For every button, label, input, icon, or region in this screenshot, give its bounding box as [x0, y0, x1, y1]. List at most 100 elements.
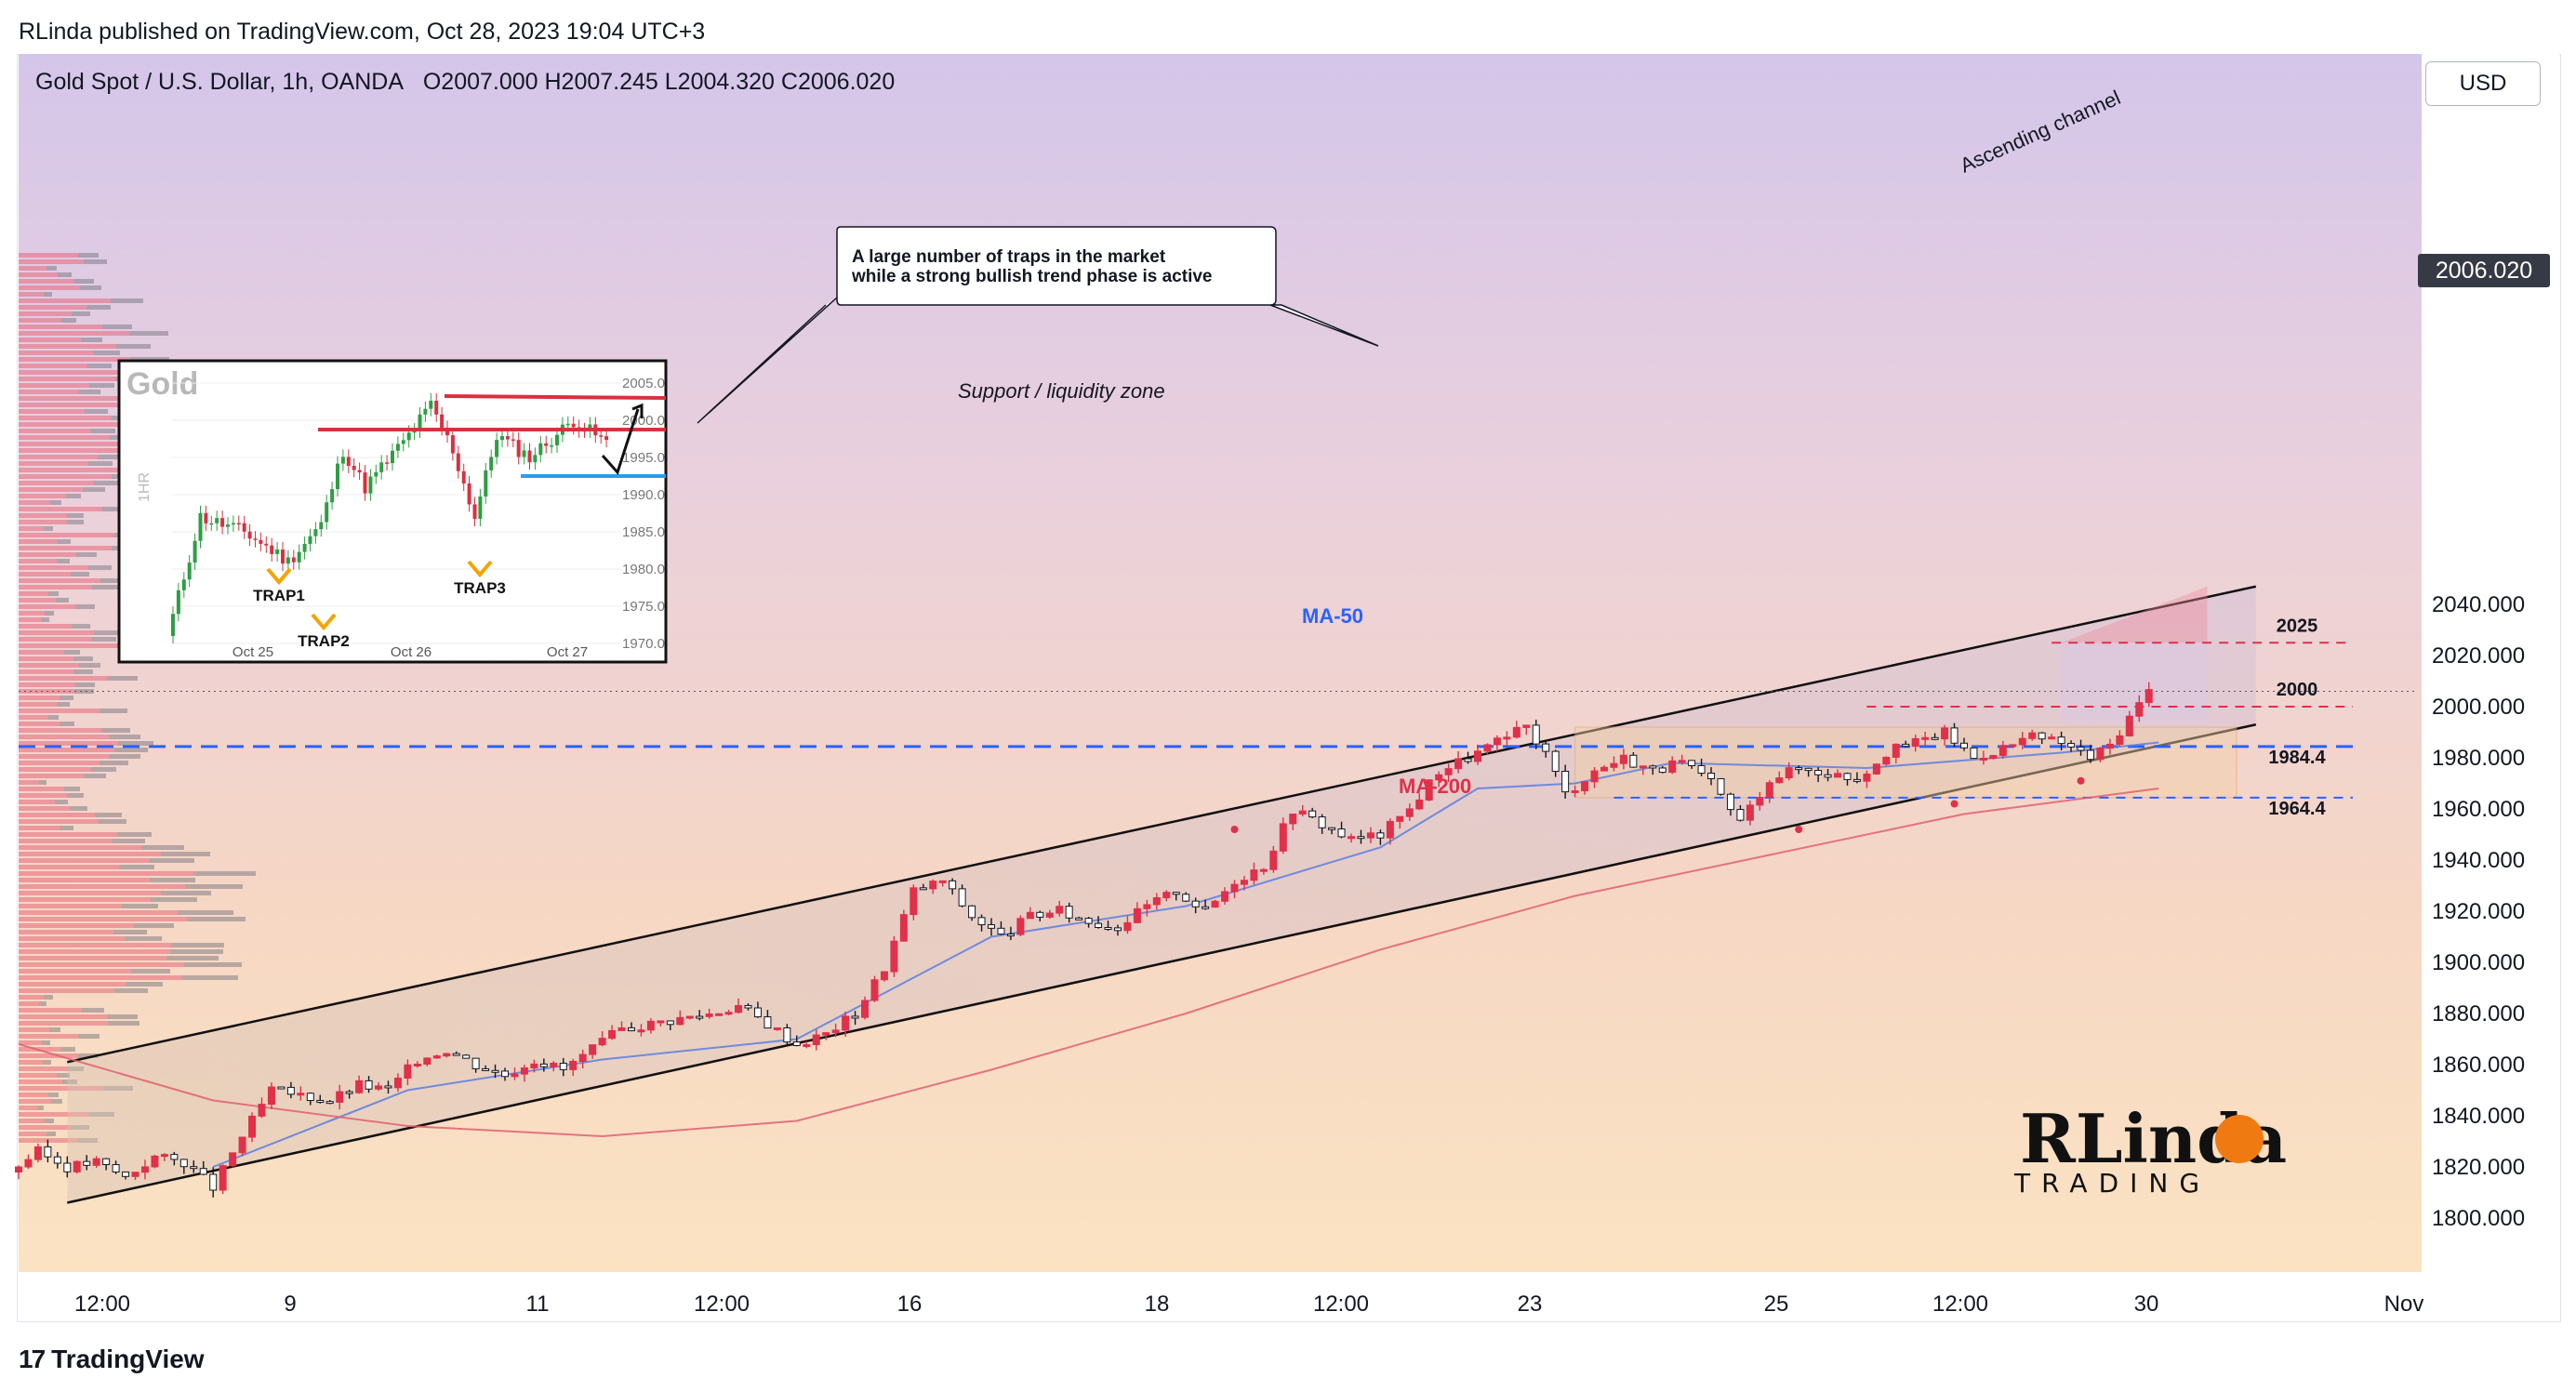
candles: [15, 682, 2153, 1198]
volume-profile-bar: [39, 1001, 46, 1006]
inset-candle-body: [461, 470, 466, 484]
inset-frame: [117, 359, 668, 664]
candle-body: [102, 1158, 111, 1166]
volume-profile-bar: [19, 435, 110, 440]
volume-profile-bar: [84, 259, 107, 264]
candle-body: [530, 1063, 538, 1069]
tradingview-logo[interactable]: 17 TradingView: [19, 1345, 205, 1374]
candle-body: [1950, 727, 1959, 744]
volume-profile-bar: [113, 930, 147, 934]
volume-profile-bar: [113, 839, 145, 843]
volume-profile-bar: [19, 949, 170, 954]
inset-candle-body: [379, 462, 384, 472]
volume-profile-bar: [19, 279, 74, 284]
volume-profile-bar: [19, 442, 121, 446]
candle-body: [753, 1007, 762, 1018]
candle-body: [63, 1162, 72, 1172]
volume-profile-bar: [82, 1008, 104, 1013]
candle-body: [1415, 799, 1424, 810]
candle-body: [1435, 774, 1443, 781]
trap-label: TRAP2: [298, 632, 350, 650]
candle-body: [267, 1086, 275, 1106]
candle-body: [1512, 726, 1520, 738]
watermark-sub: TRADING: [2013, 1168, 2211, 1199]
candle-body: [1464, 758, 1472, 762]
volume-profile-bar: [19, 722, 60, 726]
volume-profile-bar: [94, 630, 120, 635]
currency-selector[interactable]: USD: [2425, 61, 2541, 106]
inset-xtick-label: Oct 27: [547, 644, 588, 660]
volume-profile-bar: [89, 383, 114, 388]
target-triangle: [2061, 586, 2208, 643]
candle-body: [1289, 813, 1297, 825]
inset-tick-label: 1970.0: [622, 636, 665, 652]
volume-profile-bar: [19, 858, 149, 863]
candle-body: [432, 1055, 441, 1059]
volume-profile-bar: [19, 643, 117, 648]
candle-body: [705, 1013, 713, 1017]
candle-body: [1376, 832, 1385, 839]
candle-body: [1522, 724, 1531, 728]
candle-body: [336, 1091, 344, 1103]
candle-body: [831, 1029, 840, 1034]
inset-candle-body: [555, 434, 559, 445]
inset-tick-label: 1985.0: [622, 524, 665, 540]
inset-tick-label: 1990.0: [622, 487, 665, 503]
candle-body: [1065, 906, 1073, 919]
candle-body: [2096, 748, 2105, 761]
inset-candle-body: [253, 538, 258, 540]
volume-profile-bar: [84, 774, 106, 778]
volume-profile-bar: [19, 741, 118, 746]
candle-body: [1834, 773, 1842, 778]
volume-profile-bar: [19, 1080, 62, 1084]
volume-profile-bar: [19, 253, 78, 258]
volume-profile-bar: [19, 728, 101, 733]
candle-body: [1113, 927, 1122, 932]
volume-profile-bar: [161, 891, 211, 895]
volume-profile-bar: [19, 735, 109, 739]
candle-body: [2057, 736, 2065, 745]
inset-candle-body: [588, 424, 592, 431]
candle-body: [1084, 918, 1093, 924]
volume-profile-bar: [44, 995, 53, 1000]
inset-candle-body: [308, 536, 312, 544]
volume-profile-bar: [19, 663, 79, 668]
volume-profile-bar: [45, 1119, 54, 1123]
candle-body: [685, 1015, 694, 1019]
inset-candle-body: [297, 551, 301, 563]
candle-body: [471, 1057, 480, 1069]
candle-body: [1979, 758, 1987, 762]
volume-profile-bar: [19, 403, 155, 407]
candle-body: [637, 1029, 645, 1033]
inset-candle-body: [231, 523, 235, 525]
candle-body: [559, 1062, 567, 1070]
candle-body: [773, 1027, 781, 1030]
candle-body: [1143, 904, 1151, 909]
volume-profile-bar: [102, 325, 132, 329]
candle-body: [822, 1032, 830, 1036]
inset-candle-body: [281, 550, 285, 564]
trap-dot: [2077, 776, 2085, 785]
channel-lower-line: [67, 723, 2257, 1204]
candle-body: [1639, 765, 1647, 769]
time-tick-label: 12:00: [694, 1292, 750, 1317]
candle-body: [1396, 815, 1404, 822]
candle-body: [724, 1012, 733, 1015]
volume-profile-bar: [161, 852, 210, 856]
candle-body: [2077, 746, 2085, 751]
time-tick-label: 9: [284, 1292, 296, 1317]
volume-profile-bar: [19, 396, 153, 401]
volume-profile-bar: [60, 826, 73, 830]
inset-candle-body: [445, 428, 449, 436]
volume-profile-bar: [107, 676, 138, 681]
price-tick-label: 1940.000: [2432, 848, 2525, 873]
inset-candle-body: [368, 476, 373, 494]
candle-body: [997, 927, 1005, 935]
volume-profile-bar: [19, 787, 64, 791]
volume-profile-bar: [19, 1073, 57, 1078]
volume-profile-bar: [19, 468, 157, 472]
candle-body: [2048, 736, 2056, 740]
candle-body: [1337, 828, 1346, 838]
volume-profile-bar: [19, 272, 58, 277]
